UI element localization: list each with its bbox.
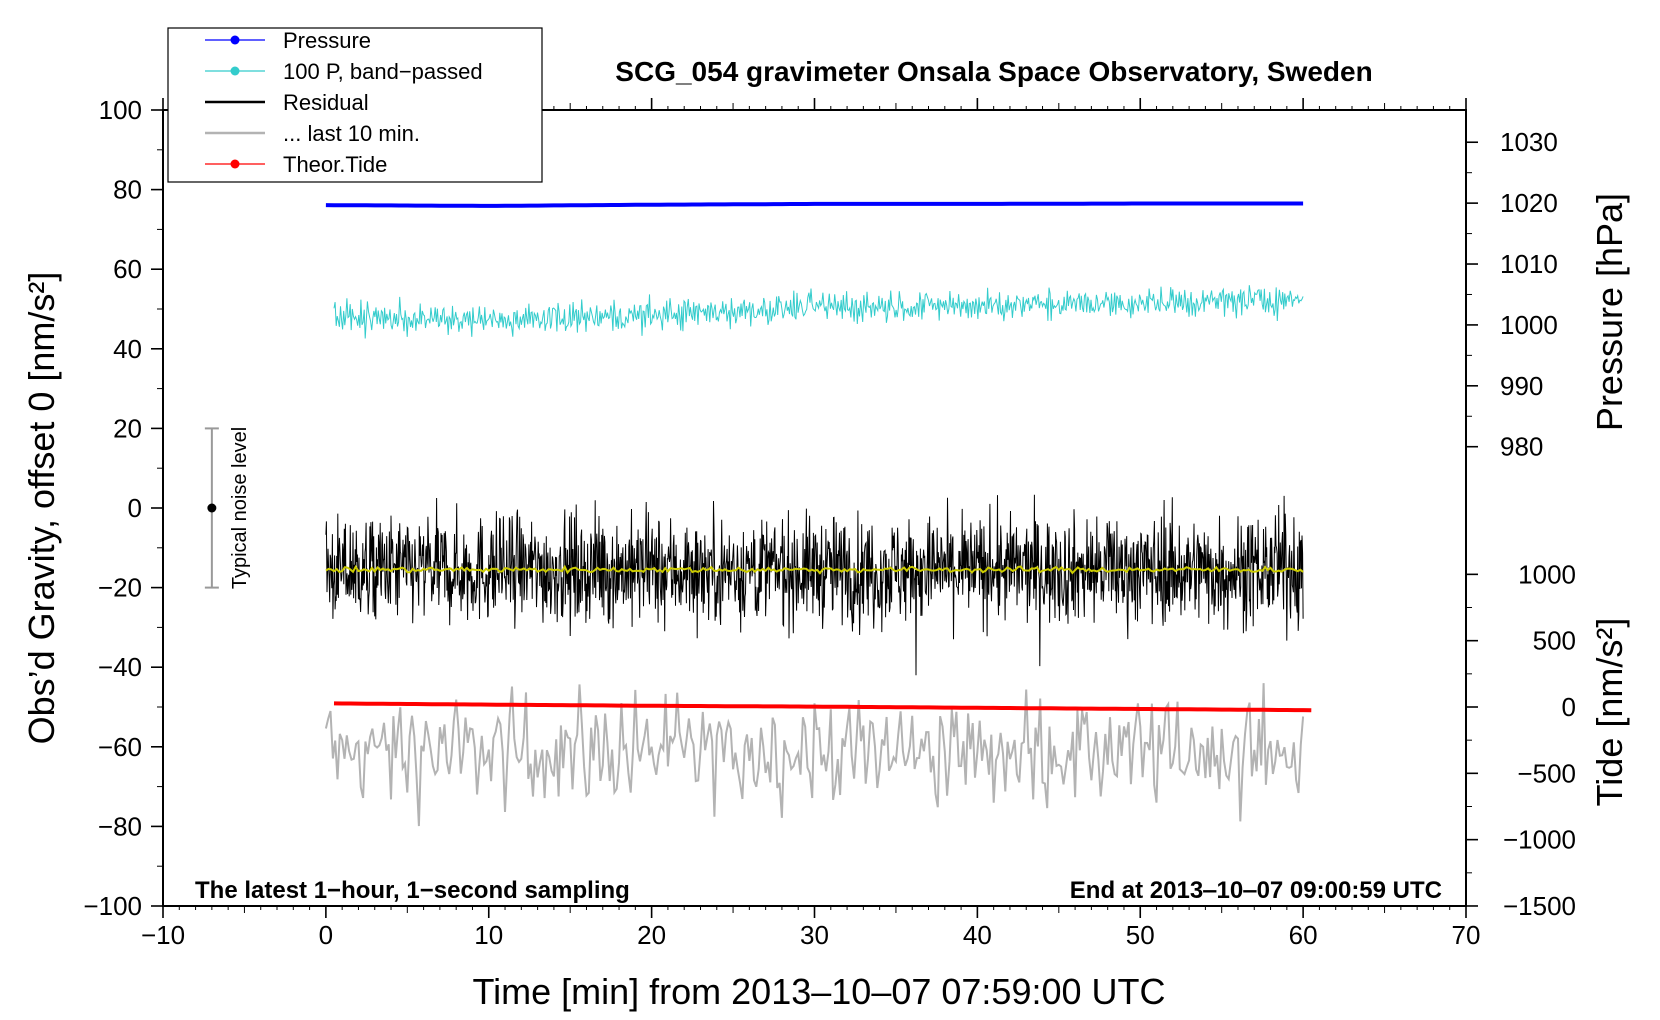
legend-box — [167, 27, 543, 183]
y-axis-title-pressure: Pressure [hPa] — [1589, 193, 1630, 431]
legend-label: Pressure — [283, 28, 371, 53]
noise-level-label: Typical noise level — [229, 427, 251, 589]
chart-title: SCG_054 gravimeter Onsala Space Observat… — [615, 56, 1372, 87]
tide-tick-label: 500 — [1533, 626, 1576, 656]
tide-tick-label: 1000 — [1518, 559, 1576, 589]
annotation-end-time: End at 2013‒10‒07 09:00:59 UTC — [1070, 877, 1442, 904]
y-tick-label: 0 — [128, 493, 142, 523]
plot-series — [324, 201, 1312, 827]
series-residual-smoothed — [325, 564, 1304, 575]
legend-marker — [230, 66, 240, 76]
pressure-tick-label: 1020 — [1500, 188, 1558, 218]
x-tick-label: −10 — [141, 920, 185, 950]
x-tick-label: 50 — [1126, 920, 1155, 950]
y-tick-label: −20 — [98, 573, 142, 603]
noise-level-marker — [204, 427, 219, 589]
series-theor-tide — [333, 701, 1312, 713]
y-tick-label: −40 — [98, 652, 142, 682]
x-tick-label: 60 — [1289, 920, 1318, 950]
y-tick-label: −80 — [98, 811, 142, 841]
x-tick-label: 70 — [1452, 920, 1481, 950]
tick-labels: −10 0 10 20 30 40 50 60 70−100−80−60−40−20020406… — [83, 95, 1576, 950]
pressure-tick-label: 980 — [1500, 432, 1543, 462]
tide-tick-label: 0 — [1562, 692, 1576, 722]
y-tick-label: 40 — [113, 334, 142, 364]
noise-bar-center — [207, 503, 217, 513]
y-tick-label: −100 — [83, 891, 142, 921]
x-tick-label: 30 — [800, 920, 829, 950]
annotation-sampling: The latest 1−hour, 1−second sampling — [195, 877, 630, 904]
y-axis-title-left: Obs’d Gravity, offset 0 [nm/s²] — [21, 272, 62, 745]
series-pressure — [325, 201, 1304, 208]
x-tick-label: 20 — [637, 920, 666, 950]
y-axis-title-tide: Tide [nm/s²] — [1589, 618, 1630, 807]
series-residual — [325, 494, 1304, 676]
legend-label: Theor.Tide — [283, 152, 387, 177]
y-tick-label: 60 — [113, 254, 142, 284]
x-axis-title: Time [min] from 2013‒10‒07 07:59:00 UTC — [472, 971, 1165, 1012]
pressure-tick-label: 1000 — [1500, 310, 1558, 340]
series-last-10-min — [324, 683, 1305, 827]
series-band-passed — [333, 285, 1304, 339]
legend-marker — [230, 159, 240, 169]
y-tick-label: −60 — [98, 732, 142, 762]
tide-tick-label: −1500 — [1503, 891, 1576, 921]
y-tick-label: 80 — [113, 175, 142, 205]
y-tick-label: 100 — [99, 95, 142, 125]
legend-marker — [230, 35, 240, 45]
legend-label: Residual — [283, 90, 369, 115]
tide-tick-label: −500 — [1517, 758, 1576, 788]
tide-tick-label: −1000 — [1503, 825, 1576, 855]
plot-frame — [162, 109, 1467, 907]
y-tick-label: 20 — [113, 413, 142, 443]
pressure-tick-label: 1010 — [1500, 249, 1558, 279]
pressure-tick-label: 990 — [1500, 371, 1543, 401]
legend-label: 100 P, band−passed — [283, 59, 483, 84]
x-tick-label: 10 — [474, 920, 503, 950]
legend: Pressure 100 P, band−passed Residual ... la… — [167, 27, 543, 183]
x-tick-label: 0 — [319, 920, 333, 950]
x-tick-label: 40 — [963, 920, 992, 950]
pressure-tick-label: 1030 — [1500, 127, 1558, 157]
legend-label: ... last 10 min. — [283, 121, 420, 146]
